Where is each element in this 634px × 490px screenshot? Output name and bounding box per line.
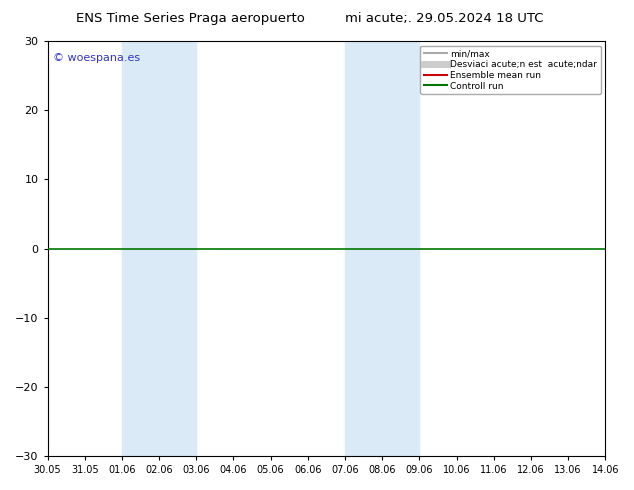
Text: mi acute;. 29.05.2024 18 UTC: mi acute;. 29.05.2024 18 UTC: [344, 12, 543, 25]
Text: © woespana.es: © woespana.es: [53, 53, 140, 64]
Bar: [122, 41, 197, 456]
Text: ENS Time Series Praga aeropuerto: ENS Time Series Praga aeropuerto: [75, 12, 305, 25]
Bar: [345, 41, 419, 456]
Legend: min/max, Desviaci acute;n est  acute;ndar, Ensemble mean run, Controll run: min/max, Desviaci acute;n est acute;ndar…: [420, 46, 601, 94]
